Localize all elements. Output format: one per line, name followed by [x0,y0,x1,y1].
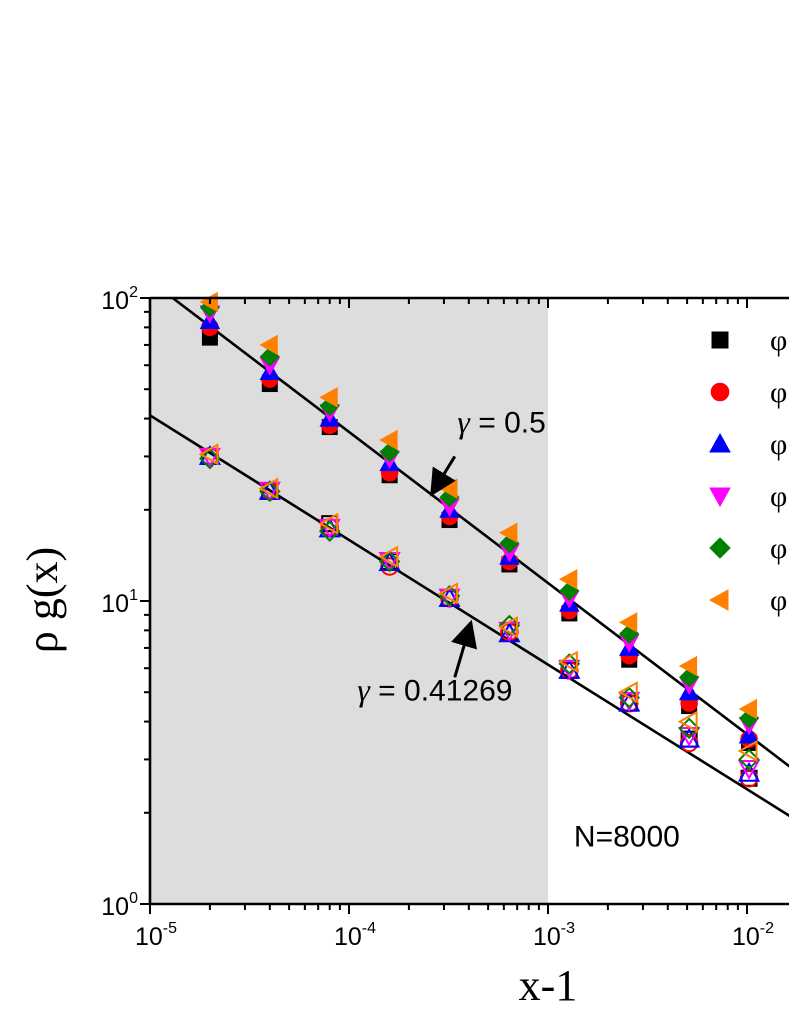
legend-label: φ [770,428,787,461]
legend-marker [709,537,731,559]
legend-marker [710,382,730,402]
annotation-2: γ = 0.41269 [357,671,512,707]
data-point [259,334,278,356]
shaded-region-layer [150,298,548,904]
y-tick-label: 102 [101,284,138,315]
legend-label: φ [770,532,787,565]
legend-label: φ [770,480,787,513]
data-point [678,726,701,747]
annotation-1: γ = 0.5 [457,403,546,439]
data-point [557,650,578,673]
x-tick-label: 10-3 [533,920,575,951]
annotations-layer: γ = 0.5 γ = 0.41269 N=8000 [357,403,680,853]
data-point [499,522,518,543]
data-point [498,614,521,637]
data-point [198,443,219,466]
x-axis-title: x-1 [519,961,578,1010]
data-point [737,760,761,780]
data-point [738,748,760,771]
legend-marker [708,589,729,611]
y-tick-label: 101 [101,587,138,618]
data-point [737,739,758,763]
legend-marker [709,432,731,453]
data-point [258,477,279,500]
annotation-3: N=8000 [574,820,680,853]
data-point [677,710,698,733]
data-point [379,429,398,451]
data-point [438,588,461,609]
data-point [318,518,341,539]
series-12 [198,443,758,763]
legend-label: φ [770,584,787,617]
x-tick-label: 10-2 [732,920,774,951]
x-tick-label: 10-4 [334,920,376,951]
data-point [378,545,399,568]
series-11 [199,447,760,771]
axes-layer [140,296,789,914]
legend-marker [709,487,731,508]
fit-line-2 [150,414,789,818]
data-point [497,616,518,639]
annotation-arrow [451,619,478,678]
x-tick-label: 10-5 [135,920,177,951]
legend-label: φ [770,376,787,409]
data-point [319,387,338,408]
data-point [318,520,341,542]
annotation-arrow [430,455,457,497]
tick-labels-layer: 10-5 10-4 10-3 10-2 100 101 102 [101,284,774,951]
data-point [618,612,638,633]
data-point [738,698,758,720]
data-point [678,717,700,740]
data-point [558,568,578,590]
data-point [438,582,459,605]
data-point [318,512,339,535]
data-point [617,681,638,704]
data-point [678,655,698,677]
data-point [737,761,761,782]
y-tick-label: 100 [101,890,138,921]
data-point [259,480,281,503]
y-axis-title: ρ g(x) [18,547,67,653]
legend-label: φ [770,324,787,357]
legend-marker [711,331,729,349]
shaded-region [150,298,548,904]
